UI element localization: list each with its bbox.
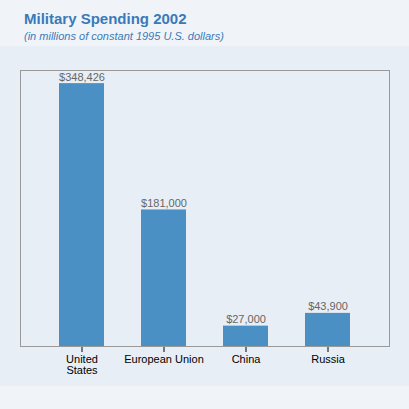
svg-text:$43,900: $43,900 [308,300,348,312]
svg-text:Russia: Russia [311,353,346,365]
svg-text:$181,000: $181,000 [141,197,187,209]
svg-text:European Union: European Union [124,353,204,365]
svg-text:China: China [232,353,262,365]
html-text:Military Spending 2002: Military Spending 2002 [24,10,187,27]
svg-text:$348,426: $348,426 [59,71,105,83]
svg-text:$27,000: $27,000 [226,313,266,325]
html-text:(in millions of constant 1995: (in millions of constant 1995 U.S. dolla… [24,30,224,42]
svg-text:UnitedStates: UnitedStates [66,353,98,376]
